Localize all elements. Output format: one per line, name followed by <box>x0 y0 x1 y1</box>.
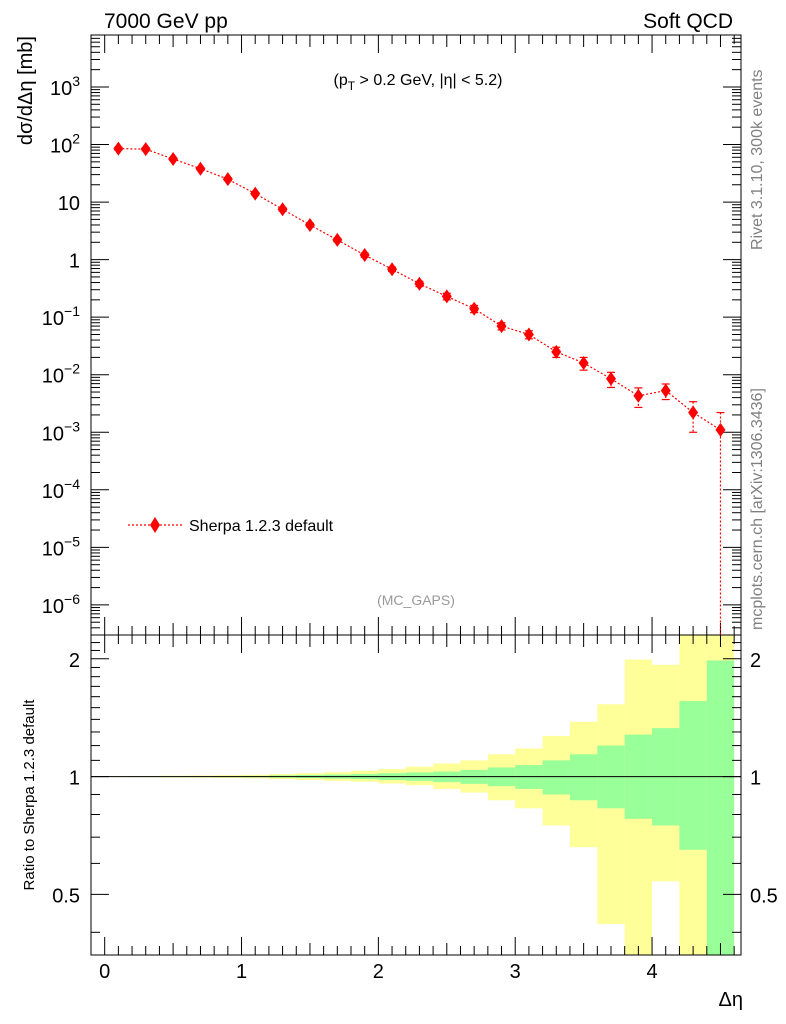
total-band-bin <box>597 704 625 925</box>
ratio-y-axis-label: Ratio to Sherpa 1.2.3 default <box>21 699 38 891</box>
data-point <box>441 289 452 304</box>
main-y-tick-label: 10−4 <box>42 476 80 503</box>
legend: Sherpa 1.2.3 default <box>128 517 334 535</box>
x-tick-label: 2 <box>373 961 384 983</box>
process-label: Soft QCD <box>643 10 733 33</box>
data-point <box>168 152 179 167</box>
data-point <box>222 172 233 187</box>
legend-label: Sherpa 1.2.3 default <box>189 518 334 535</box>
data-point <box>250 186 261 201</box>
data-point <box>469 301 480 316</box>
ratio-y-tick-label: 2 <box>69 650 80 672</box>
data-point <box>688 405 699 420</box>
data-point <box>633 388 644 403</box>
stat-band-bin <box>679 700 707 850</box>
data-point <box>140 142 151 157</box>
main-y-tick-label: 10 <box>58 193 80 215</box>
x-axis-label: Δη <box>719 989 743 1011</box>
data-point <box>523 327 534 342</box>
x-tick-label: 3 <box>510 961 521 983</box>
data-point <box>277 202 288 217</box>
cut-label: (pT > 0.2 GeV, |η| < 5.2) <box>334 72 503 93</box>
rivet-info: Rivet 3.1.10, 300k events <box>749 69 766 250</box>
beam-label: 7000 GeV pp <box>104 10 228 33</box>
main-y-tick-label: 10−5 <box>42 533 80 560</box>
data-point <box>715 422 726 437</box>
ratio-plot-frame <box>90 634 742 956</box>
stat-band-bin <box>542 760 570 795</box>
data-point <box>387 262 398 277</box>
data-point <box>304 217 315 232</box>
ratio-y-tick-label-right: 2 <box>750 650 761 672</box>
main-y-tick-label: 103 <box>50 73 80 100</box>
mcplots-info: mcplots.cern.ch [arXiv:1306.3436] <box>749 388 766 630</box>
ratio-y-tick-label-right: 1 <box>750 768 761 790</box>
data-point <box>551 344 562 359</box>
x-tick-label: 1 <box>236 961 247 983</box>
stat-band-bin <box>706 660 735 955</box>
legend-marker <box>150 517 160 533</box>
main-y-tick-label: 1 <box>69 251 80 273</box>
stat-band-bin <box>569 754 598 801</box>
x-tick-label: 4 <box>646 961 657 983</box>
analysis-watermark: (MC_GAPS) <box>377 592 455 608</box>
main-y-tick-label: 10−2 <box>42 361 80 388</box>
ratio-y-tick-label: 0.5 <box>52 885 80 907</box>
main-y-tick-label: 102 <box>50 131 80 158</box>
main-plot-frame <box>90 34 742 636</box>
ratio-y-tick-label: 1 <box>69 768 80 790</box>
main-y-tick-label: 10−3 <box>42 418 80 445</box>
data-point <box>578 355 589 370</box>
main-y-tick-label: 10−1 <box>42 303 80 330</box>
main-y-axis-label: dσ/dΔη [mb] <box>15 36 37 145</box>
data-point <box>606 371 616 386</box>
data-point <box>195 161 206 176</box>
data-point <box>414 276 425 291</box>
ratio-y-tick-label-right: 0.5 <box>750 885 778 907</box>
data-point <box>332 232 343 247</box>
data-point <box>660 383 671 398</box>
data-point <box>359 248 370 263</box>
x-tick-label: 0 <box>99 961 110 983</box>
data-point <box>496 319 507 334</box>
main-y-tick-label: 10−6 <box>42 591 80 618</box>
data-point <box>113 141 124 156</box>
